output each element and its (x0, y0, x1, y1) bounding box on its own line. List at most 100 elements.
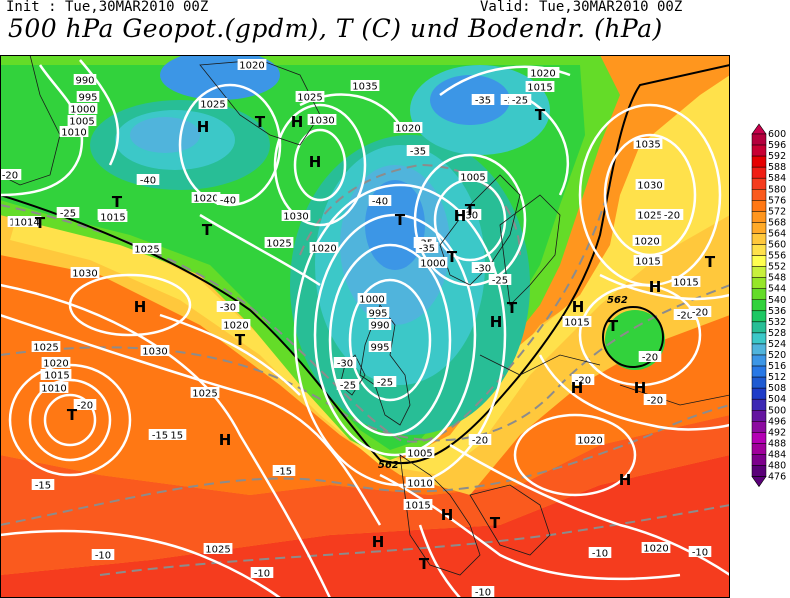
svg-text:-35: -35 (419, 244, 435, 255)
temperature-label: -10 (91, 549, 115, 562)
isobar-label: 1015 (98, 211, 128, 224)
svg-text:995: 995 (370, 343, 389, 354)
isobar-label: 1030 (70, 267, 100, 280)
svg-text:-20: -20 (77, 401, 93, 412)
isobar-label: 1030 (281, 210, 311, 223)
svg-text:1020: 1020 (395, 124, 420, 135)
svg-text:995: 995 (78, 93, 97, 104)
isobar-label: 1025 (203, 543, 233, 556)
svg-text:1030: 1030 (637, 181, 662, 192)
svg-text:-20: -20 (575, 376, 591, 387)
isobar-label-layer: 9909951000100510101020102510251035103010… (7, 59, 701, 556)
temperature-label: -30 (216, 301, 240, 314)
colorbar-swatch (751, 211, 767, 223)
colorbar-swatch (751, 133, 767, 146)
temperature-label: -20 (73, 399, 97, 412)
svg-text:-15: -15 (152, 431, 168, 442)
colorbar-label: 584 (768, 173, 786, 184)
svg-text:1015: 1015 (635, 257, 660, 268)
svg-text:-15: -15 (35, 481, 51, 492)
isobar-label: 1015 (403, 499, 433, 512)
isotherms (0, 163, 730, 576)
isobar-label: 1020 (221, 319, 251, 332)
low-pressure-marker: T (67, 406, 78, 424)
isobar-label: 1025 (198, 98, 228, 111)
colorbar-swatch (751, 189, 767, 201)
isobar-label: 1025 (635, 209, 665, 222)
colorbar-swatch (751, 166, 767, 179)
svg-text:1000: 1000 (70, 105, 95, 116)
temperature-label: -35 (415, 242, 439, 255)
svg-text:1005: 1005 (407, 449, 432, 460)
colorbar-swatch (751, 233, 767, 245)
isobar-label: 1015 (525, 81, 555, 94)
svg-text:1020: 1020 (577, 436, 602, 447)
isobar-label: 1005 (458, 171, 488, 184)
colorbar-swatch (751, 299, 767, 312)
svg-text:-25: -25 (377, 378, 393, 389)
svg-text:1010: 1010 (61, 128, 86, 139)
svg-text:1035: 1035 (352, 82, 377, 93)
temperature-label: -30 (458, 209, 482, 222)
svg-text:-40: -40 (220, 196, 236, 207)
svg-text:-20: -20 (677, 311, 693, 322)
colorbar-label: 480 (768, 461, 786, 472)
svg-text:-15: -15 (276, 467, 292, 478)
low-pressure-marker: T (507, 299, 518, 317)
yellow-bright (10, 75, 730, 475)
colorbar-label: 476 (768, 472, 786, 483)
red-fill-south (0, 455, 730, 598)
isobar-label: 1014 (12, 216, 42, 229)
isobar-label: 1025 (295, 91, 325, 104)
contour-552 (0, 64, 730, 465)
low-pressure-marker: T (447, 248, 458, 266)
colorbar-label: 544 (768, 284, 786, 295)
isobar-label: 1010 (405, 477, 435, 490)
svg-text:-25: -25 (492, 276, 508, 287)
svg-text:1020: 1020 (643, 544, 668, 555)
colorbar-label: 536 (768, 306, 786, 317)
colorbar-swatch (751, 432, 767, 444)
init-time-label: Init : Tue,30MAR2010 00Z (6, 0, 209, 15)
colorbar-label: 548 (768, 273, 786, 284)
temperature-label: -35 (406, 145, 430, 158)
colorbar-label: 516 (768, 361, 786, 372)
colorbar-label: 484 (768, 449, 786, 460)
low-pressure-marker: T (608, 317, 619, 335)
svg-text:-25: -25 (512, 96, 528, 107)
temperature-label: -40 (216, 194, 240, 207)
isobar-label: 1015 (671, 276, 701, 289)
isobar-label: 1000 (357, 293, 387, 306)
isobar-label: 1020 (41, 357, 71, 370)
isobar-label: 1020 (237, 59, 267, 72)
low-pressure-marker: T (465, 201, 476, 219)
temperature-label: -40 (136, 174, 160, 187)
svg-text:-35: -35 (475, 96, 491, 107)
svg-text:-20: -20 (647, 396, 663, 407)
colorbar-swatch (751, 354, 767, 367)
colorbar-swatch (751, 244, 767, 256)
high-pressure-marker: H (291, 113, 304, 131)
isobar-label: 1020 (641, 542, 671, 555)
temperature-label: -25 (56, 207, 80, 220)
svg-text:1020: 1020 (311, 244, 336, 255)
low-pressure-marker: T (35, 214, 46, 232)
svg-text:-10: -10 (692, 548, 708, 559)
isobar-label: 995 (76, 91, 100, 104)
colorbar-swatch (751, 177, 767, 190)
colorbar-swatch (751, 277, 767, 289)
temperature-label: -25 (488, 274, 512, 287)
svg-text:1020: 1020 (43, 359, 68, 370)
svg-text:1025: 1025 (205, 545, 230, 556)
svg-text:-20: -20 (2, 171, 18, 182)
colorbar-swatch (751, 398, 767, 411)
svg-text:-40: -40 (372, 197, 388, 208)
colorbar-swatch (751, 255, 767, 267)
svg-text:-20: -20 (472, 436, 488, 447)
colorbar-swatch (751, 421, 767, 433)
isobar-label: 1020 (191, 192, 221, 205)
colorbar-label: 596 (768, 140, 786, 151)
colorbar-label: 500 (768, 405, 786, 416)
weather-map: 562 562 99099510001005101010201025102510… (0, 55, 730, 598)
temperature-label: -20 (0, 169, 22, 182)
